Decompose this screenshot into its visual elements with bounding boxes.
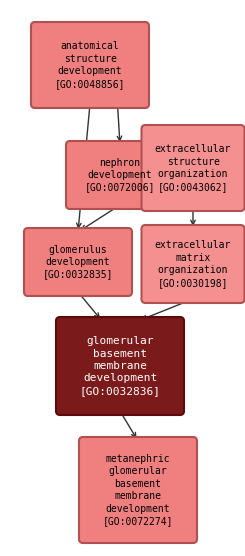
FancyBboxPatch shape (24, 228, 132, 296)
Text: glomerulus
development
[GO:0032835]: glomerulus development [GO:0032835] (43, 245, 113, 280)
Text: metanephric
glomerular
basement
membrane
development
[GO:0072274]: metanephric glomerular basement membrane… (103, 454, 173, 526)
Text: nephron
development
[GO:0072006]: nephron development [GO:0072006] (85, 157, 155, 192)
FancyBboxPatch shape (142, 125, 245, 211)
Text: anatomical
structure
development
[GO:0048856]: anatomical structure development [GO:004… (55, 41, 125, 88)
FancyBboxPatch shape (79, 437, 197, 543)
Text: extracellular
matrix
organization
[GO:0030198]: extracellular matrix organization [GO:00… (155, 240, 231, 287)
FancyBboxPatch shape (142, 225, 245, 303)
FancyBboxPatch shape (66, 141, 174, 209)
FancyBboxPatch shape (56, 317, 184, 415)
FancyBboxPatch shape (31, 22, 149, 108)
Text: glomerular
basement
membrane
development
[GO:0032836]: glomerular basement membrane development… (79, 336, 160, 396)
Text: extracellular
structure
organization
[GO:0043062]: extracellular structure organization [GO… (155, 145, 231, 192)
